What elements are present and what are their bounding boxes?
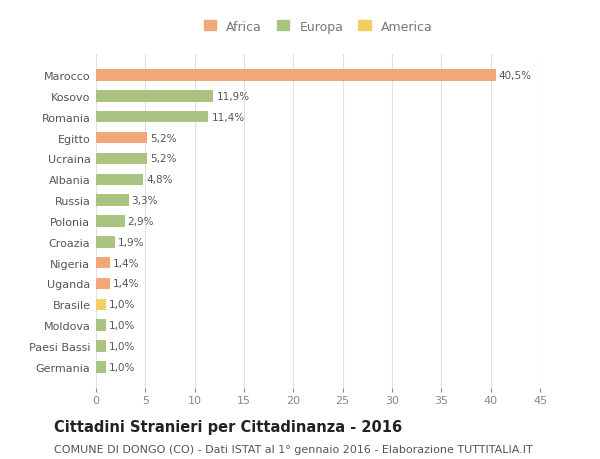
- Text: 1,9%: 1,9%: [118, 237, 144, 247]
- Bar: [96, 278, 110, 290]
- Text: Cittadini Stranieri per Cittadinanza - 2016: Cittadini Stranieri per Cittadinanza - 2…: [54, 419, 402, 434]
- Text: 1,4%: 1,4%: [113, 279, 139, 289]
- Text: 2,9%: 2,9%: [128, 217, 154, 226]
- Text: 3,3%: 3,3%: [131, 196, 158, 206]
- Text: 4,8%: 4,8%: [146, 175, 173, 185]
- Bar: [96, 216, 125, 227]
- Bar: [96, 70, 496, 82]
- Bar: [96, 91, 214, 102]
- Legend: Africa, Europa, America: Africa, Europa, America: [201, 18, 435, 36]
- Bar: [96, 153, 148, 165]
- Text: COMUNE DI DONGO (CO) - Dati ISTAT al 1° gennaio 2016 - Elaborazione TUTTITALIA.I: COMUNE DI DONGO (CO) - Dati ISTAT al 1° …: [54, 444, 533, 454]
- Bar: [96, 299, 106, 310]
- Text: 11,9%: 11,9%: [217, 92, 250, 102]
- Bar: [96, 174, 143, 185]
- Text: 5,2%: 5,2%: [150, 154, 177, 164]
- Text: 1,0%: 1,0%: [109, 362, 135, 372]
- Text: 1,0%: 1,0%: [109, 320, 135, 330]
- Bar: [96, 320, 106, 331]
- Text: 1,0%: 1,0%: [109, 300, 135, 310]
- Bar: [96, 361, 106, 373]
- Bar: [96, 195, 128, 207]
- Text: 1,4%: 1,4%: [113, 258, 139, 268]
- Bar: [96, 112, 208, 123]
- Bar: [96, 257, 110, 269]
- Bar: [96, 341, 106, 352]
- Bar: [96, 133, 148, 144]
- Text: 5,2%: 5,2%: [150, 133, 177, 143]
- Bar: [96, 236, 115, 248]
- Text: 40,5%: 40,5%: [499, 71, 532, 81]
- Text: 11,4%: 11,4%: [211, 112, 245, 123]
- Text: 1,0%: 1,0%: [109, 341, 135, 351]
